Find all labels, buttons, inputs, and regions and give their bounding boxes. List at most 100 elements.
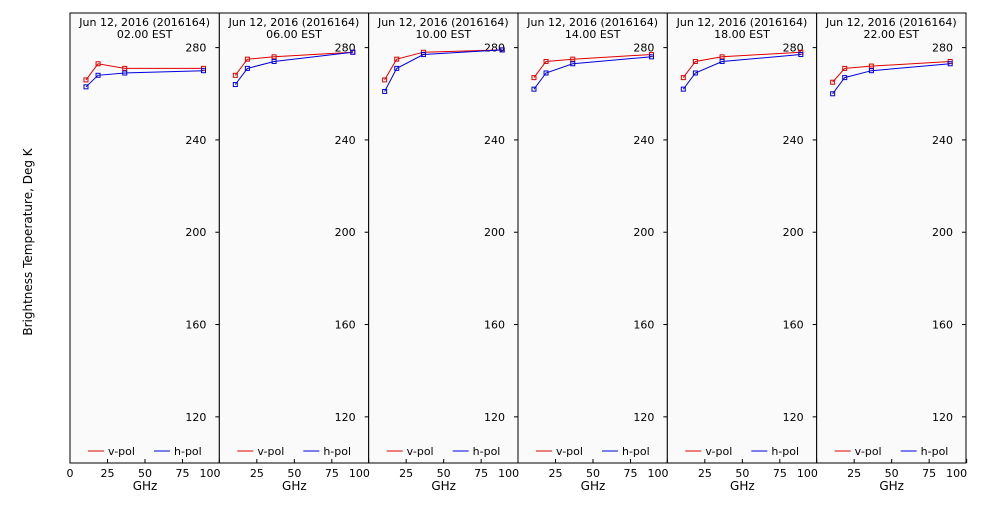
panel-4-legend-hpol-label: h-pol [622, 445, 650, 458]
panel-3-ytick-label-240: 240 [484, 134, 505, 147]
panel-4-xtick-label-75: 75 [623, 467, 637, 480]
panel-6-ytick-label-120: 120 [932, 411, 953, 424]
panel-4-ytick-label-160: 160 [633, 319, 654, 332]
panel-1-ytick-label-240: 240 [185, 134, 206, 147]
panel-2-xtick-label-75: 75 [325, 467, 339, 480]
panel-6-ytick-label-280: 280 [932, 42, 953, 55]
panel-3-series-hpol-line [384, 49, 503, 92]
panel-5-xtick-label-100: 100 [797, 467, 818, 480]
panel-2-legend-hpol-label: h-pol [323, 445, 351, 458]
panel-6-ytick-label-160: 160 [932, 319, 953, 332]
panel-6-xtick-label-100: 100 [946, 467, 967, 480]
panel-4-legend-vpol-label: v-pol [556, 445, 583, 458]
panel-3-legend-hpol-label: h-pol [473, 445, 501, 458]
panel-1-xtick-label-25: 25 [101, 467, 115, 480]
y-axis-label: Brightness Temperature, Deg K [21, 147, 35, 335]
panel-4-series-vpol-line [533, 54, 652, 78]
panel-3-series-vpol-point-2 [394, 56, 400, 62]
panel-6-legend-hpol-label: h-pol [921, 445, 949, 458]
panel-1-legend-vpol-label: v-pol [108, 445, 135, 458]
panel-3-legend-vpol-label: v-pol [407, 445, 434, 458]
panel-3-xtick-label-75: 75 [474, 467, 488, 480]
panel-2-series-hpol-point-1 [232, 82, 238, 88]
panel-6-legend-vpol-label: v-pol [855, 445, 882, 458]
panel-1-ytick-label-120: 120 [185, 411, 206, 424]
panel-4-xtick-label-25: 25 [548, 467, 562, 480]
panel-4-xtick-label-100: 100 [647, 467, 668, 480]
panel-6-series-hpol-point-1 [830, 91, 836, 97]
panel-1-xtick-label-100: 100 [200, 467, 221, 480]
panel-5-series-vpol-line [682, 51, 801, 78]
panel-2-series-hpol-point-4 [350, 49, 356, 55]
panel-4-xtick-label-50: 50 [586, 467, 600, 480]
panel-2-ytick-label-120: 120 [335, 411, 356, 424]
panel-1-x-axis-label: GHz [133, 479, 158, 493]
panel-4-subtitle: 14.00 EST [565, 28, 621, 41]
panel-4-series-hpol-point-2 [543, 70, 549, 76]
panel-2-ytick-label-160: 160 [335, 319, 356, 332]
panel-6-series-vpol-point-3 [868, 63, 874, 69]
panel-1-title: Jun 12, 2016 (2016164) [78, 16, 210, 29]
panel-1-legend-hpol-label: h-pol [174, 445, 202, 458]
panel-3-ytick-label-120: 120 [484, 411, 505, 424]
panel-1-xtick-label-50: 50 [138, 467, 152, 480]
panel-5-x-axis-label: GHz [730, 479, 755, 493]
panel-2-ytick-label-200: 200 [335, 226, 356, 239]
panel-4-x-axis-label: GHz [581, 479, 606, 493]
panel-2-subtitle: 06.00 EST [266, 28, 322, 41]
panel-4-series-hpol-point-1 [531, 86, 537, 92]
panel-5-ytick-label-200: 200 [783, 226, 804, 239]
panel-5-series-vpol-point-2 [692, 58, 698, 64]
panel-5-subtitle: 18.00 EST [714, 28, 770, 41]
panel-5-xtick-label-25: 25 [698, 467, 712, 480]
panel-4-ytick-label-120: 120 [633, 411, 654, 424]
panel-2-series-vpol-point-3 [271, 54, 277, 60]
panel-5-ytick-label-240: 240 [783, 134, 804, 147]
panel-4-frame [517, 12, 668, 464]
panel-4-series-vpol-point-1 [531, 75, 537, 81]
panel-3-xtick-label-50: 50 [437, 467, 451, 480]
panel-1-series-vpol-point-3 [122, 65, 128, 71]
panel-1-series-vpol-point-1 [83, 77, 89, 83]
panel-2-xtick-label-25: 25 [250, 467, 264, 480]
panel-6-series-vpol-point-1 [830, 79, 836, 85]
panel-1-ytick-label-160: 160 [185, 319, 206, 332]
panel-5-series-hpol-point-1 [680, 86, 686, 92]
panel-6-xtick-label-25: 25 [847, 467, 861, 480]
panel-6-frame [816, 12, 967, 464]
panel-1-series-hpol-point-3 [122, 70, 128, 76]
panel-6-series-vpol-line [832, 61, 951, 83]
panel-2-series-hpol-point-3 [271, 58, 277, 64]
panel-2-xtick-label-50: 50 [287, 467, 301, 480]
panel-3-series-hpol-point-3 [420, 52, 426, 58]
panel-6-ytick-label-200: 200 [932, 226, 953, 239]
panel-5-series-vpol-point-1 [680, 75, 686, 81]
panel-4-series-hpol-line [533, 56, 652, 90]
panel-2-x-axis-label: GHz [282, 479, 307, 493]
panel-1-xtick-label-75: 75 [176, 467, 190, 480]
panel-5-ytick-label-120: 120 [783, 411, 804, 424]
panel-5-legend-vpol-label: v-pol [705, 445, 732, 458]
panel-6-series-hpol-point-4 [947, 61, 953, 67]
panel-5-ytick-label-160: 160 [783, 319, 804, 332]
panel-6-series-hpol-point-3 [868, 68, 874, 74]
panel-6-ytick-label-240: 240 [932, 134, 953, 147]
panel-4-ytick-label-240: 240 [633, 134, 654, 147]
panel-1-frame [69, 12, 220, 464]
panel-1-xtick-label-0: 0 [67, 467, 74, 480]
panel-1-series-hpol-point-4 [201, 68, 206, 74]
panel-2-series-hpol-point-2 [244, 65, 250, 71]
panel-3-subtitle: 10.00 EST [416, 28, 472, 41]
panel-1-ytick-label-280: 280 [185, 42, 206, 55]
panel-3-xtick-label-25: 25 [399, 467, 413, 480]
panel-4-series-hpol-point-3 [570, 61, 576, 67]
panel-6-subtitle: 22.00 EST [864, 28, 920, 41]
panel-1-ytick-label-200: 200 [185, 226, 206, 239]
panel-1-series-hpol-point-2 [95, 72, 101, 78]
panel-3-title: Jun 12, 2016 (2016164) [377, 16, 509, 29]
panel-2-frame [218, 12, 370, 464]
panel-5-legend-hpol-label: h-pol [771, 445, 799, 458]
panel-3-ytick-label-200: 200 [484, 226, 505, 239]
panel-5-series-hpol-point-3 [719, 58, 725, 64]
